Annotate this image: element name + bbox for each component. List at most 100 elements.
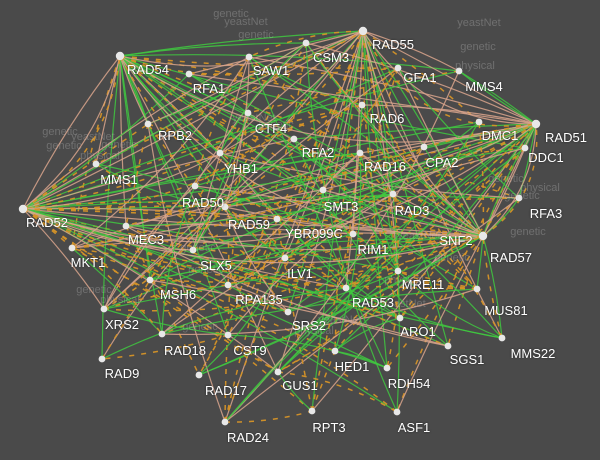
graph-node[interactable] xyxy=(290,135,298,143)
graph-edge xyxy=(103,67,399,310)
graph-node[interactable] xyxy=(274,368,282,376)
graph-node[interactable] xyxy=(68,244,76,252)
graph-node[interactable] xyxy=(342,284,350,292)
graph-node[interactable] xyxy=(475,118,483,126)
graph-edge xyxy=(119,55,278,220)
graph-edge xyxy=(22,30,364,210)
graph-node[interactable] xyxy=(394,267,402,275)
graph-edge xyxy=(276,218,313,412)
graph-edge xyxy=(224,123,537,208)
graph-node[interactable] xyxy=(185,70,193,78)
graph-edge xyxy=(22,123,537,243)
graph-edge xyxy=(22,138,295,210)
graph-edge xyxy=(361,104,484,237)
graph-edge xyxy=(119,55,127,227)
graph-edge xyxy=(287,30,364,313)
graph-node[interactable] xyxy=(531,119,541,129)
graph-edge xyxy=(334,317,401,352)
graph-edge xyxy=(305,42,484,237)
graph-edge xyxy=(224,147,526,423)
graph-edge xyxy=(224,112,249,423)
graph-edge xyxy=(161,288,478,335)
graph-node[interactable] xyxy=(244,109,252,117)
graph-edge xyxy=(119,55,537,143)
graph-node[interactable] xyxy=(158,330,166,338)
graph-node[interactable] xyxy=(18,204,28,214)
graph-edge xyxy=(362,30,484,237)
graph-node[interactable] xyxy=(349,230,357,238)
graph-node[interactable] xyxy=(284,308,292,316)
graph-node[interactable] xyxy=(122,222,130,230)
graph-node[interactable] xyxy=(479,232,487,240)
graph-edge xyxy=(458,70,537,125)
graph-node[interactable] xyxy=(319,186,327,194)
graph-node[interactable] xyxy=(92,160,100,168)
graph-node[interactable] xyxy=(146,276,154,284)
graph-node[interactable] xyxy=(189,246,197,254)
graph-edge xyxy=(224,206,230,286)
graph-edge xyxy=(71,247,163,335)
graph-edge xyxy=(125,193,394,227)
graph-node[interactable] xyxy=(115,51,125,61)
graph-edge xyxy=(161,288,478,336)
graph-edge xyxy=(71,247,279,373)
graph-node[interactable] xyxy=(195,371,203,379)
graph-node[interactable] xyxy=(302,39,310,47)
graph-edge xyxy=(224,30,364,423)
graph-edge xyxy=(362,30,537,127)
graph-node[interactable] xyxy=(273,215,281,223)
graph-node[interactable] xyxy=(358,101,366,109)
graph-node[interactable] xyxy=(144,120,152,128)
graph-node[interactable] xyxy=(191,182,199,190)
graph-node[interactable] xyxy=(221,203,229,211)
graph-node[interactable] xyxy=(420,143,428,151)
graph-edge xyxy=(458,70,537,125)
graph-node[interactable] xyxy=(281,254,289,262)
graph-edge xyxy=(277,121,480,373)
graph-node[interactable] xyxy=(383,364,391,372)
graph-node[interactable] xyxy=(393,408,401,416)
graph-edge xyxy=(22,208,449,347)
graph-node[interactable] xyxy=(521,144,529,152)
graph-node[interactable] xyxy=(224,331,232,339)
graph-edge xyxy=(22,55,121,210)
graph-edge xyxy=(147,123,289,313)
graph-edge xyxy=(149,279,449,347)
graph-node[interactable] xyxy=(358,26,368,36)
graph-node[interactable] xyxy=(221,418,229,426)
graph-edge xyxy=(482,147,526,237)
graph-node[interactable] xyxy=(331,347,339,355)
graph-edge xyxy=(423,146,484,237)
graph-node[interactable] xyxy=(396,314,404,322)
graph-node[interactable] xyxy=(100,305,108,313)
graph-edge xyxy=(103,185,196,310)
graph-node[interactable] xyxy=(444,342,452,350)
graph-edge xyxy=(119,55,484,237)
graph-edge xyxy=(101,112,249,360)
graph-node[interactable] xyxy=(473,285,481,293)
graph-node[interactable] xyxy=(394,64,402,72)
graph-edge xyxy=(362,30,401,319)
graph-node[interactable] xyxy=(389,190,397,198)
graph-edge xyxy=(224,152,361,208)
graph-node[interactable] xyxy=(498,334,506,342)
graph-edge xyxy=(362,30,480,123)
graph-node[interactable] xyxy=(245,53,253,61)
graph-node[interactable] xyxy=(224,281,232,289)
graph-edge xyxy=(345,235,484,289)
graph-edge xyxy=(476,235,484,290)
graph-edge xyxy=(311,123,537,412)
graph-node[interactable] xyxy=(216,149,224,157)
graph-node[interactable] xyxy=(515,194,523,202)
graph-node[interactable] xyxy=(455,67,463,75)
graph-edge xyxy=(359,152,394,195)
graph-edge xyxy=(119,55,401,319)
graph-node[interactable] xyxy=(356,149,364,157)
graph-node[interactable] xyxy=(308,407,316,415)
graph-edge xyxy=(352,193,394,235)
graph-edge xyxy=(194,185,484,237)
graph-edge xyxy=(248,56,388,369)
graph-node[interactable] xyxy=(98,355,106,363)
graph-edge xyxy=(22,55,121,210)
